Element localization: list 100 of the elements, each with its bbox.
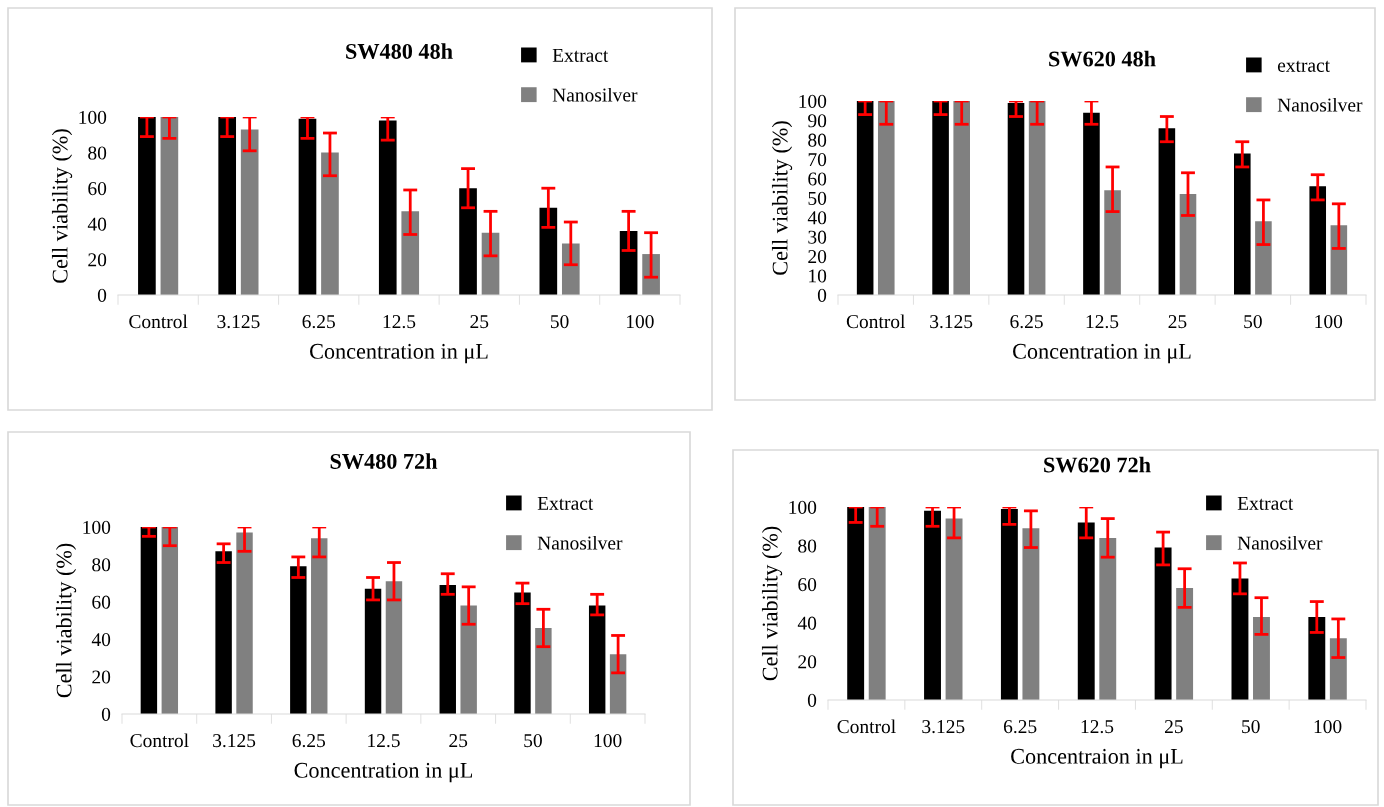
bar bbox=[160, 117, 179, 295]
bar bbox=[1179, 194, 1197, 295]
x-tick-label: 3.125 bbox=[930, 315, 973, 329]
x-tick-label: 3.125 bbox=[213, 734, 256, 748]
legend-label: Nanosilver bbox=[1277, 97, 1363, 112]
bar bbox=[868, 507, 886, 700]
bar bbox=[1330, 225, 1348, 295]
bar bbox=[1309, 186, 1327, 295]
x-axis-title: Concentration in μL bbox=[310, 343, 488, 364]
y-tick-label: 10 bbox=[809, 269, 827, 283]
chart-title: SW620 48h bbox=[1049, 50, 1156, 67]
y-axis-title: Cell viability (%) bbox=[55, 543, 77, 698]
y-tick-label: 0 bbox=[817, 288, 827, 302]
bar bbox=[1000, 508, 1018, 700]
y-tick-label: 0 bbox=[101, 707, 111, 721]
y-axis-title: Cell viability (%) bbox=[771, 121, 793, 275]
bar bbox=[385, 581, 403, 714]
x-tick-label: 3.125 bbox=[922, 720, 965, 734]
legend-label: Nanosilver bbox=[552, 87, 638, 102]
x-tick-label: 6.25 bbox=[1003, 720, 1037, 734]
bar bbox=[311, 538, 328, 714]
bar bbox=[588, 605, 606, 714]
bar bbox=[535, 627, 552, 714]
bar bbox=[514, 592, 531, 714]
y-tick-label: 0 bbox=[97, 288, 107, 302]
y-tick-label: 60 bbox=[92, 595, 111, 609]
legend-label: Extract bbox=[1237, 496, 1294, 510]
bar bbox=[1158, 128, 1176, 295]
bar bbox=[1231, 578, 1249, 700]
bar bbox=[140, 527, 158, 714]
bar bbox=[856, 101, 874, 295]
chart-title: SW480 72h bbox=[330, 453, 438, 469]
y-tick-label: 90 bbox=[808, 114, 827, 128]
bar bbox=[218, 117, 237, 295]
x-tick-label: Control bbox=[129, 314, 188, 329]
x-axis-title: Concentration in μL bbox=[294, 762, 473, 783]
y-tick-label: 20 bbox=[808, 250, 827, 264]
bar bbox=[1329, 638, 1347, 700]
bar bbox=[924, 510, 941, 700]
y-tick-label: 80 bbox=[88, 146, 107, 160]
y-tick-label: 40 bbox=[91, 633, 111, 647]
x-tick-label: 6.25 bbox=[302, 315, 335, 329]
y-tick-label: 40 bbox=[797, 616, 817, 630]
bar bbox=[1234, 153, 1251, 295]
y-tick-label: 100 bbox=[799, 94, 827, 108]
bar bbox=[290, 566, 307, 714]
bar bbox=[1022, 528, 1040, 700]
bar bbox=[609, 654, 627, 714]
bar bbox=[161, 527, 179, 714]
bar bbox=[298, 118, 317, 295]
y-tick-label: 30 bbox=[808, 230, 827, 244]
y-tick-label: 100 bbox=[79, 110, 107, 124]
bar bbox=[1099, 537, 1117, 700]
y-tick-label: 20 bbox=[92, 670, 111, 684]
x-tick-label: 100 bbox=[594, 734, 622, 748]
bar bbox=[953, 101, 970, 295]
x-tick-label: 100 bbox=[1315, 315, 1343, 329]
bar bbox=[1083, 112, 1100, 295]
x-tick-label: 100 bbox=[1314, 720, 1342, 734]
bar bbox=[1176, 588, 1194, 700]
bar bbox=[1007, 102, 1025, 295]
y-tick-label: 80 bbox=[92, 558, 111, 572]
y-tick-label: 100 bbox=[789, 500, 817, 514]
bar bbox=[1255, 221, 1272, 295]
x-tick-label: 50 bbox=[524, 734, 542, 748]
x-tick-label: Control bbox=[846, 314, 906, 329]
x-axis-title: Concentration in μL bbox=[1013, 343, 1191, 364]
legend-label: Nanosilver bbox=[537, 535, 623, 550]
bar bbox=[1077, 522, 1095, 700]
y-tick-label: 40 bbox=[807, 211, 827, 225]
y-tick-label: 60 bbox=[88, 182, 107, 196]
legend-label: Extract bbox=[552, 48, 609, 62]
chart-title: SW620 72h bbox=[1044, 456, 1151, 473]
chart-title: SW480 48h bbox=[346, 43, 453, 59]
y-axis-title: Cell viability (%) bbox=[761, 526, 783, 681]
x-tick-label: 100 bbox=[626, 315, 654, 329]
y-tick-label: 20 bbox=[88, 253, 107, 267]
x-tick-label: 50 bbox=[1242, 720, 1260, 734]
bar bbox=[378, 120, 397, 295]
y-tick-label: 20 bbox=[798, 655, 817, 669]
bar bbox=[439, 584, 456, 714]
bar bbox=[240, 129, 259, 295]
legend-label: Nanosilver bbox=[1237, 535, 1323, 550]
bar bbox=[460, 605, 477, 714]
bar bbox=[932, 101, 949, 295]
y-tick-label: 80 bbox=[798, 539, 817, 553]
bar bbox=[138, 117, 156, 295]
bar bbox=[364, 588, 382, 714]
bar bbox=[236, 532, 253, 714]
x-tick-label: Control bbox=[130, 733, 189, 748]
x-tick-label: 25 bbox=[1168, 315, 1187, 329]
y-tick-label: 80 bbox=[808, 133, 827, 147]
x-tick-label: 25 bbox=[1164, 720, 1183, 734]
bar bbox=[321, 152, 339, 295]
x-axis-title: Concentraion in μL bbox=[1011, 748, 1183, 769]
bar bbox=[619, 230, 638, 295]
legend-label: Extract bbox=[537, 496, 594, 510]
bar bbox=[459, 188, 477, 295]
y-tick-label: 0 bbox=[807, 693, 817, 707]
x-tick-label: 3.125 bbox=[217, 315, 260, 329]
